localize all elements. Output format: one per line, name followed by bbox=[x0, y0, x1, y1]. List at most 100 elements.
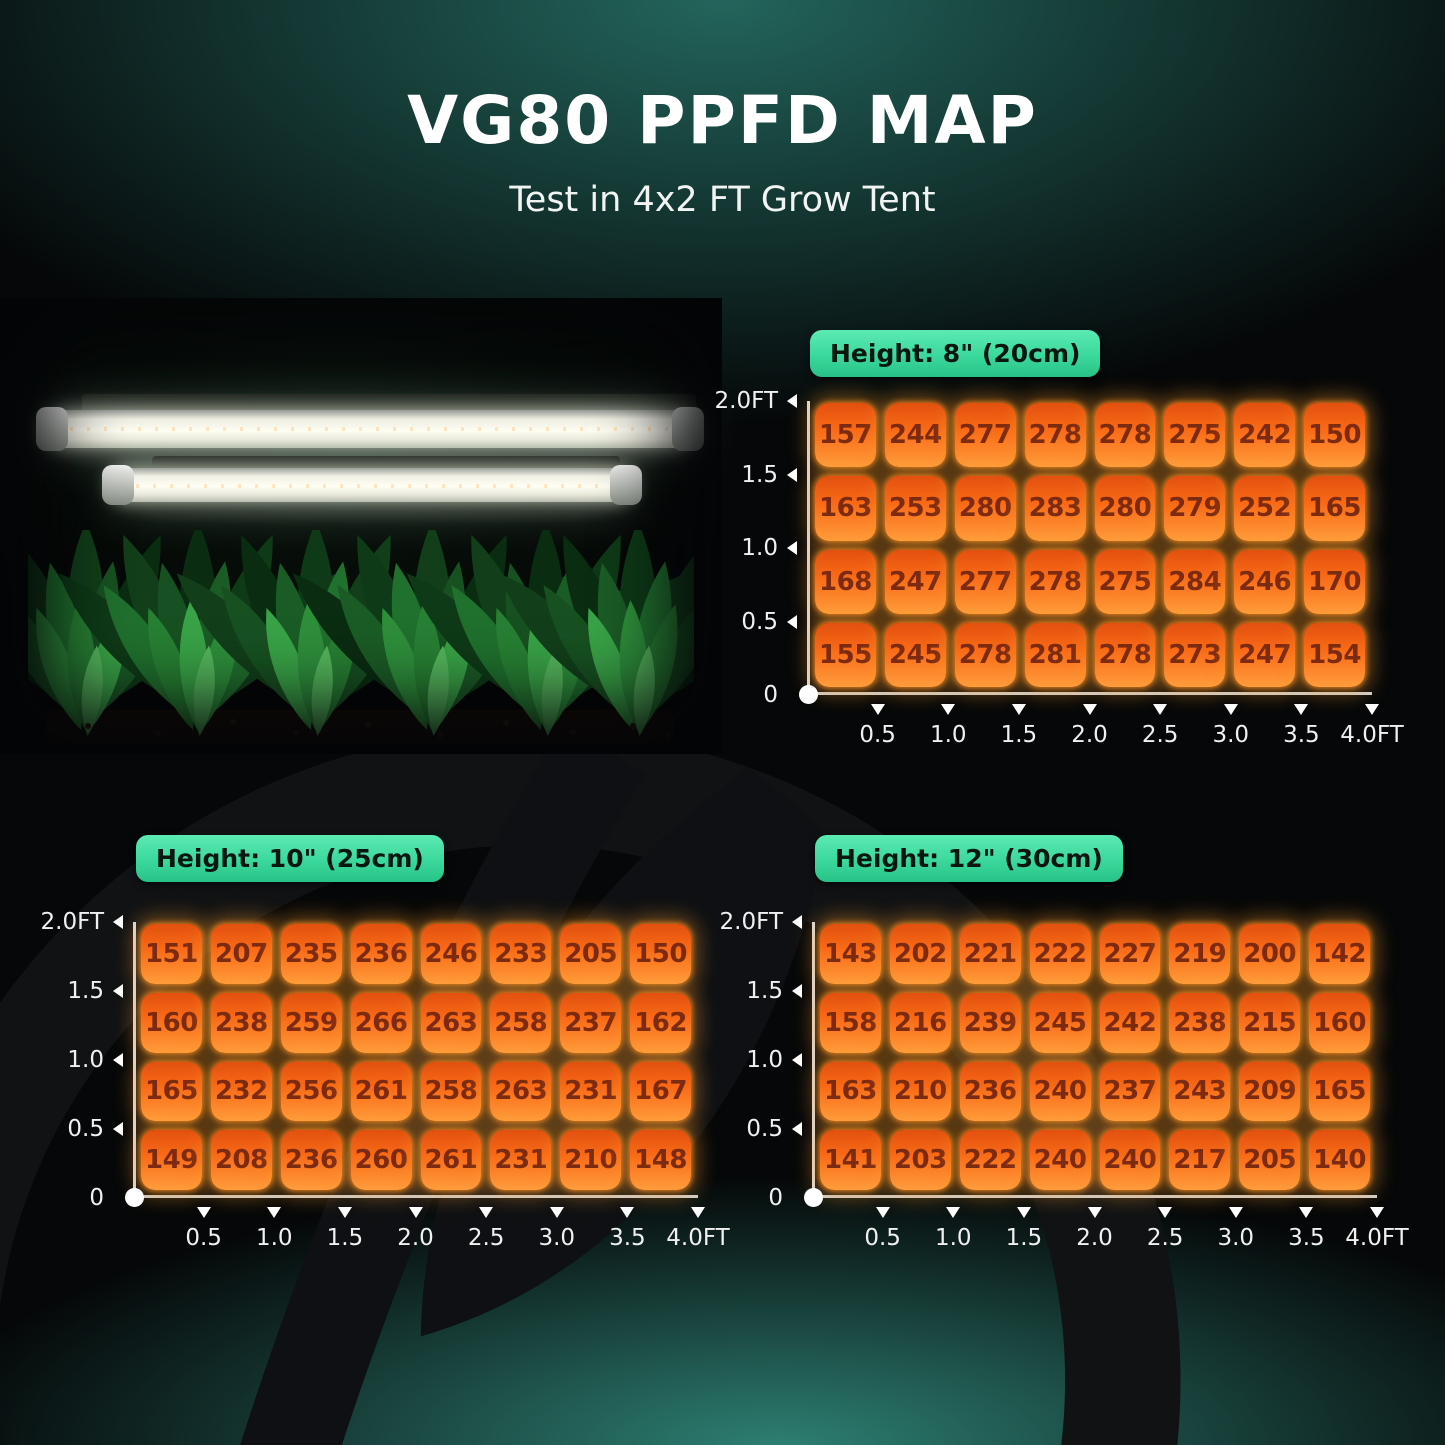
ppfd-cell: 157 bbox=[815, 403, 876, 468]
x-tick-triangle-icon bbox=[1294, 704, 1309, 715]
y-axis-tick: 1.5 bbox=[28, 978, 123, 1004]
ppfd-cell: 210 bbox=[560, 1130, 622, 1190]
ppfd-cell: 237 bbox=[1099, 1061, 1161, 1122]
y-axis-tick-text: 2.0FT bbox=[719, 909, 783, 935]
ppfd-cell: 284 bbox=[1164, 549, 1226, 614]
y-axis-tick-text: 0.5 bbox=[67, 1116, 104, 1142]
ppfd-cell: 278 bbox=[954, 622, 1016, 687]
x-tick-triangle-icon bbox=[946, 1207, 961, 1218]
y-axis-labels: 2.0FT 1.5 1.0 0.5 0 bbox=[707, 909, 812, 1211]
ppfd-cell: 278 bbox=[1094, 622, 1156, 687]
x-axis-tick-text: 2.0 bbox=[1076, 1225, 1113, 1251]
ppfd-cell: 216 bbox=[889, 992, 951, 1053]
y-axis-tick-text: 1.5 bbox=[741, 461, 778, 488]
light-reflection bbox=[140, 512, 610, 520]
ppfd-cell: 160 bbox=[1309, 992, 1370, 1053]
y-axis-tick: 0 bbox=[707, 1185, 802, 1211]
y-axis-tick: 2.0FT bbox=[28, 909, 123, 935]
ppfd-cell: 246 bbox=[1234, 549, 1296, 614]
ppfd-cell: 261 bbox=[420, 1130, 482, 1190]
ppfd-cell: 236 bbox=[280, 1130, 342, 1190]
ppfd-cell: 148 bbox=[630, 1130, 691, 1190]
y-tick-triangle-icon bbox=[787, 467, 797, 482]
lettuce-plants-image bbox=[28, 530, 694, 744]
y-axis-tick-text: 0 bbox=[768, 1185, 783, 1211]
ppfd-cell-grid: 151 207 235 236 246 233 205 150 160 238 259 266 263 2… bbox=[141, 924, 691, 1190]
ppfd-cell: 280 bbox=[1094, 476, 1156, 541]
y-tick-triangle-icon bbox=[792, 1122, 802, 1136]
ppfd-cell: 202 bbox=[889, 924, 951, 984]
x-axis-tick-text: 0.5 bbox=[185, 1225, 222, 1251]
x-axis-tick-text: 4.0FT bbox=[1340, 722, 1404, 748]
ppfd-cell: 200 bbox=[1239, 924, 1301, 984]
x-axis-tick-text: 4.0FT bbox=[666, 1225, 730, 1251]
ppfd-cell: 167 bbox=[630, 1061, 691, 1122]
ppfd-cell: 244 bbox=[884, 403, 946, 468]
ppfd-cell: 163 bbox=[820, 1061, 881, 1122]
y-axis-tick-text: 1.0 bbox=[746, 1047, 783, 1073]
x-tick-triangle-icon bbox=[479, 1207, 494, 1218]
plot-row: 2.0FT 1.5 1.0 0.5 0 151 207 235 236 246 233 205 150 1… bbox=[28, 909, 768, 1211]
y-axis-tick-text: 2.0FT bbox=[714, 388, 778, 414]
ppfd-cell: 280 bbox=[954, 476, 1016, 541]
x-axis-tick-text: 1.5 bbox=[1005, 1225, 1043, 1251]
ppfd-cell: 243 bbox=[1169, 1061, 1231, 1122]
ppfd-cell: 247 bbox=[1234, 622, 1296, 687]
x-tick-triangle-icon bbox=[1011, 704, 1026, 715]
ppfd-cell: 256 bbox=[280, 1061, 342, 1122]
ppfd-cell: 237 bbox=[560, 992, 622, 1053]
ppfd-cell: 275 bbox=[1164, 403, 1226, 468]
x-axis-tick-text: 3.0 bbox=[538, 1225, 576, 1251]
ppfd-cell: 208 bbox=[210, 1130, 272, 1190]
y-axis-tick: 0.5 bbox=[702, 609, 797, 635]
y-axis-tick-text: 0 bbox=[763, 682, 778, 708]
ppfd-cell: 236 bbox=[350, 924, 412, 984]
ppfd-cell: 258 bbox=[420, 1061, 482, 1122]
x-axis-tick-text: 4.0FT bbox=[1345, 1225, 1409, 1251]
ppfd-cell: 266 bbox=[350, 992, 412, 1053]
ppfd-cell: 278 bbox=[1024, 549, 1086, 614]
x-tick-triangle-icon bbox=[875, 1207, 890, 1218]
ppfd-cell: 160 bbox=[141, 992, 202, 1053]
x-tick-triangle-icon bbox=[1223, 704, 1238, 715]
ppfd-cell: 163 bbox=[815, 476, 876, 541]
x-tick-triangle-icon bbox=[1228, 1207, 1243, 1218]
x-tick-triangle-icon bbox=[691, 1207, 705, 1218]
y-tick-triangle-icon bbox=[787, 394, 797, 408]
ppfd-cell: 149 bbox=[141, 1130, 202, 1190]
ppfd-cell: 242 bbox=[1099, 992, 1161, 1053]
y-axis-tick: 0 bbox=[702, 682, 797, 708]
ppfd-cell: 231 bbox=[560, 1061, 622, 1122]
ppfd-cell: 168 bbox=[815, 549, 876, 614]
y-axis-tick-text: 0.5 bbox=[741, 608, 778, 635]
x-tick-triangle-icon bbox=[620, 1207, 635, 1218]
x-axis-tick-text: 0.5 bbox=[859, 722, 896, 748]
ppfd-cell: 281 bbox=[1024, 622, 1086, 687]
ppfd-cell: 247 bbox=[884, 549, 946, 614]
ppfd-cell: 165 bbox=[141, 1061, 202, 1122]
y-axis-tick: 1.5 bbox=[707, 978, 802, 1004]
x-tick-triangle-icon bbox=[267, 1207, 282, 1218]
ppfd-cell: 283 bbox=[1024, 476, 1086, 541]
origin-dot bbox=[799, 685, 818, 704]
ppfd-cell: 217 bbox=[1169, 1130, 1231, 1190]
ppfd-cell: 205 bbox=[560, 924, 622, 984]
y-axis-tick-text: 1.5 bbox=[746, 978, 783, 1004]
y-axis-tick: 1.5 bbox=[702, 462, 797, 488]
ppfd-cell: 260 bbox=[350, 1130, 412, 1190]
soil-speckle bbox=[155, 731, 161, 737]
ppfd-cell: 245 bbox=[1029, 992, 1091, 1053]
led-light-bar-bottom bbox=[102, 465, 642, 505]
ppfd-cell: 151 bbox=[141, 924, 202, 984]
soil-speckle bbox=[570, 729, 576, 735]
y-axis-tick-text: 0.5 bbox=[746, 1116, 783, 1142]
x-tick-triangle-icon bbox=[1087, 1207, 1102, 1218]
led-diode-strip bbox=[70, 427, 670, 432]
ppfd-cell: 279 bbox=[1164, 476, 1226, 541]
ppfd-cell: 277 bbox=[954, 549, 1016, 614]
x-axis-tick-text: 0.5 bbox=[864, 1225, 901, 1251]
y-axis-labels: 2.0FT 1.5 1.0 0.5 0 bbox=[28, 909, 133, 1211]
brand-watermark-logo bbox=[0, 722, 1181, 1445]
ppfd-cell: 210 bbox=[889, 1061, 951, 1122]
ppfd-cell: 263 bbox=[420, 992, 482, 1053]
